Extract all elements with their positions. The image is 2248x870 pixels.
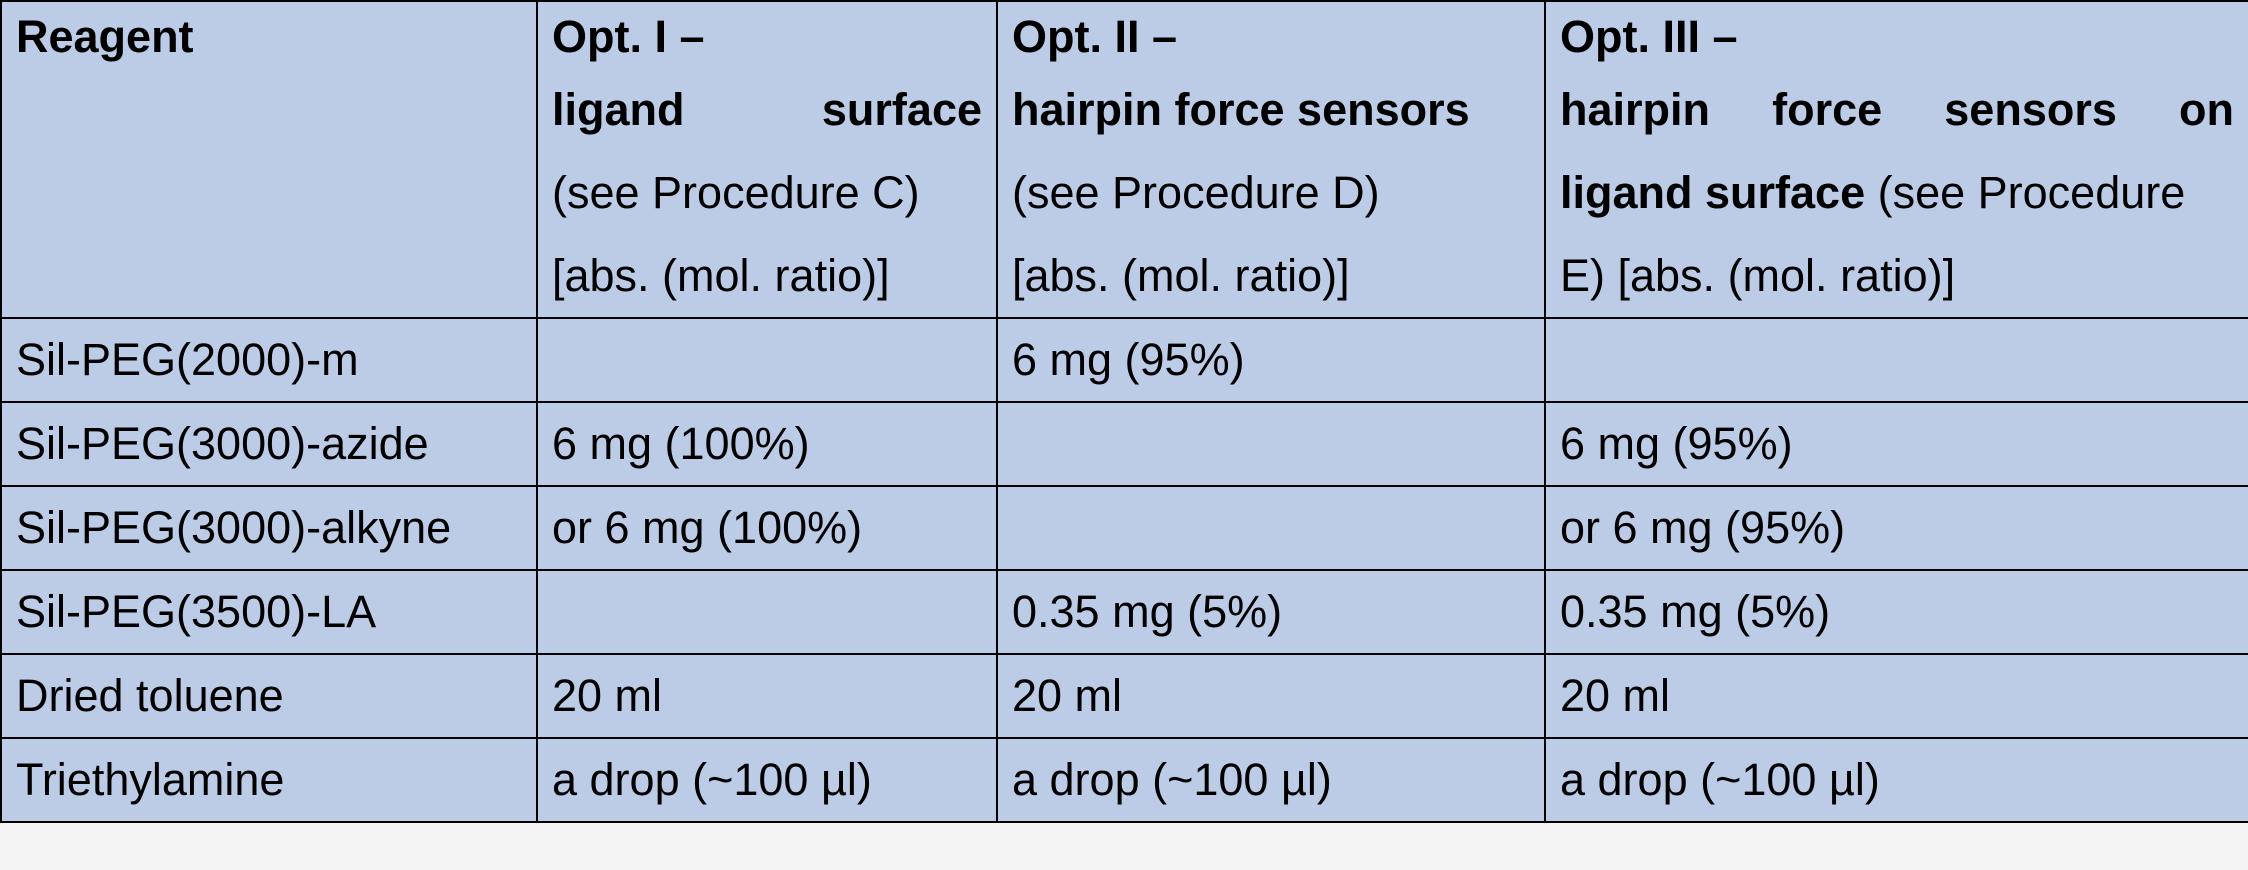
opt1-cell: [536, 569, 998, 655]
opt2-cell: [996, 401, 1546, 487]
header-opt3: Opt. III – hairpin force sensors on liga…: [1544, 0, 2248, 319]
opt2-cell: a drop (~100 µl): [996, 737, 1546, 823]
table-row: Triethylamine a drop (~100 µl) a drop (~…: [0, 737, 2248, 823]
header-opt2-unit: [abs. (mol. ratio)]: [1012, 250, 1350, 301]
reagent-cell: Triethylamine: [0, 737, 538, 823]
table-row: Sil-PEG(3500)-LA 0.35 mg (5%) 0.35 mg (5…: [0, 569, 2248, 655]
header-reagent: Reagent: [0, 0, 538, 319]
header-opt2-title: Opt. II –: [1012, 11, 1178, 62]
opt1-cell: 20 ml: [536, 653, 998, 739]
table-row: Dried toluene 20 ml 20 ml 20 ml: [0, 653, 2248, 739]
opt3-cell: [1544, 317, 2248, 403]
opt2-cell: 20 ml: [996, 653, 1546, 739]
reagent-cell: Dried toluene: [0, 653, 538, 739]
opt1-cell: or 6 mg (100%): [536, 485, 998, 571]
opt2-cell: 0.35 mg (5%): [996, 569, 1546, 655]
reagent-table-container: Reagent Opt. I – ligand surface (see Pro…: [0, 0, 2248, 823]
header-opt3-subtitle: hairpin force sensors on: [1560, 84, 2234, 135]
opt1-cell: a drop (~100 µl): [536, 737, 998, 823]
opt3-cell: 20 ml: [1544, 653, 2248, 739]
header-opt1-title: Opt. I –: [552, 11, 705, 62]
header-opt1-ref: (see Procedure C): [552, 167, 920, 218]
header-opt3-unit: E) [abs. (mol. ratio)]: [1560, 250, 1956, 301]
opt2-cell: [996, 485, 1546, 571]
reagent-cell: Sil-PEG(3500)-LA: [0, 569, 538, 655]
header-opt3-title: Opt. III –: [1560, 11, 1738, 62]
table-row: Sil-PEG(2000)-m 6 mg (95%): [0, 317, 2248, 403]
opt3-cell: a drop (~100 µl): [1544, 737, 2248, 823]
header-opt1: Opt. I – ligand surface (see Procedure C…: [536, 0, 998, 319]
opt3-cell: 0.35 mg (5%): [1544, 569, 2248, 655]
reagent-cell: Sil-PEG(2000)-m: [0, 317, 538, 403]
opt1-cell: 6 mg (100%): [536, 401, 998, 487]
opt1-cell: [536, 317, 998, 403]
opt2-cell: 6 mg (95%): [996, 317, 1546, 403]
reagent-table: Reagent Opt. I – ligand surface (see Pro…: [0, 0, 2248, 823]
opt3-cell: 6 mg (95%): [1544, 401, 2248, 487]
table-row: Sil-PEG(3000)-alkyne or 6 mg (100%) or 6…: [0, 485, 2248, 571]
header-opt1-unit: [abs. (mol. ratio)]: [552, 250, 890, 301]
header-opt2: Opt. II – hairpin force sensors (see Pro…: [996, 0, 1546, 319]
header-opt1-subtitle: ligand surface: [552, 84, 982, 135]
opt3-cell: or 6 mg (95%): [1544, 485, 2248, 571]
reagent-cell: Sil-PEG(3000)-azide: [0, 401, 538, 487]
header-row: Reagent Opt. I – ligand surface (see Pro…: [0, 0, 2248, 319]
header-opt2-subtitle: hairpin force sensors: [1012, 84, 1470, 135]
header-opt3-ref: ligand surface (see Procedure: [1560, 167, 2186, 218]
reagent-cell: Sil-PEG(3000)-alkyne: [0, 485, 538, 571]
table-row: Sil-PEG(3000)-azide 6 mg (100%) 6 mg (95…: [0, 401, 2248, 487]
header-opt2-ref: (see Procedure D): [1012, 167, 1380, 218]
